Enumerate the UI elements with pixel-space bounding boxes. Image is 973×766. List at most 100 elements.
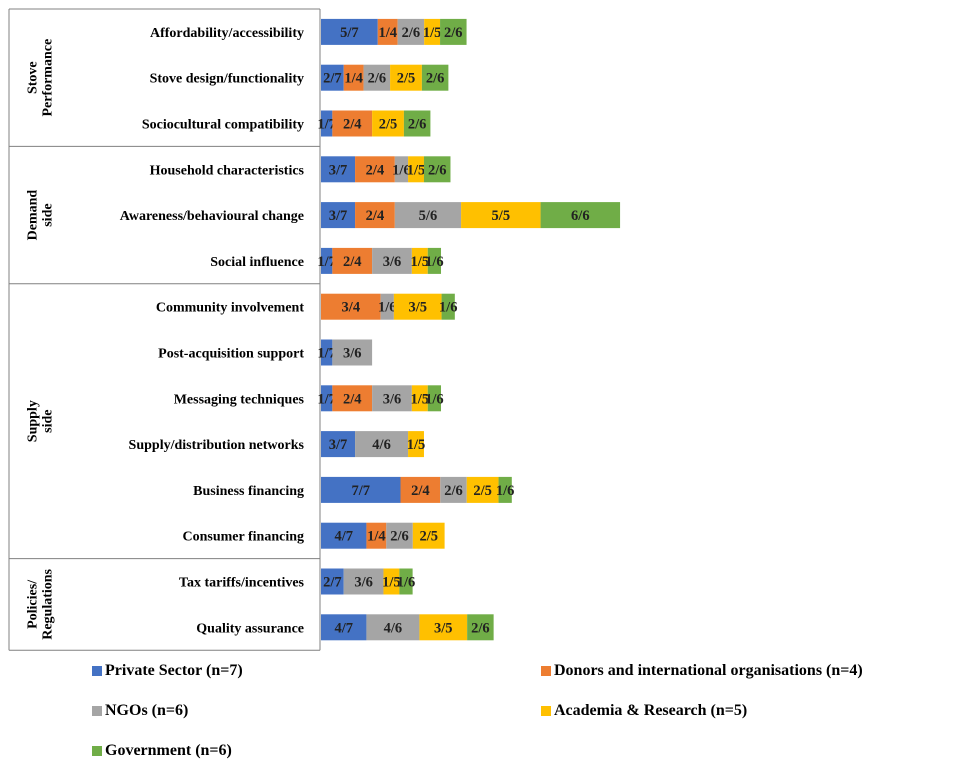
bar-sociocultural-compatibility-government-n-6 (403, 110, 431, 137)
group-label-policies-regulations: Policies/Regulations (26, 568, 56, 639)
bar-stove-design-functionality-donors-and-international-organisations-n-4 (343, 64, 364, 91)
bar-tax-tariffs-incentives-academia-research-n-5 (383, 568, 400, 595)
bar-stove-design-functionality-private-sector-n-7 (321, 64, 344, 91)
category-label-tax-tariffs-incentives: Tax tariffs/incentives (179, 576, 305, 591)
bar-value-label: 7/7 (351, 483, 370, 499)
group-label-line: Demand (26, 190, 41, 241)
chart-axes (8, 8, 321, 651)
bar-messaging-techniques-donors-and-international-organisations-n-4 (332, 385, 373, 412)
bar-awareness-behavioural-change-academia-research-n-5 (461, 202, 541, 229)
bar-business-financing-government-n-6 (498, 476, 512, 503)
bar-value-label: 1/7 (317, 254, 336, 270)
bar-affordability-accessibility-donors-and-international-organisations-n-4 (377, 18, 398, 45)
category-label-consumer-financing: Consumer financing (183, 530, 304, 545)
bar-post-acquisition-support-private-sector-n-7 (321, 339, 333, 366)
legend-label: Private Sector (n=7) (105, 662, 243, 679)
bar-community-involvement-ngos-n-6 (380, 293, 394, 320)
bar-value-label: 1/4 (344, 71, 363, 87)
bars: 5/7 1/4 2/6 1/5 2/62/7 1/4 2/6 2/5 2/61/7 2/4 2/5 2… (317, 18, 621, 641)
bar-value-label: 1/5 (407, 162, 426, 178)
bar-value-label: 2/6 (426, 71, 445, 87)
group-label-line: Supply (26, 400, 41, 442)
category-label-community-involvement: Community involvement (156, 301, 305, 316)
bar-value-label: 3/6 (354, 575, 373, 591)
bar-value-label: 2/6 (390, 529, 409, 545)
bar-value-label: 3/4 (342, 300, 361, 316)
bar-household-characteristics-donors-and-international-organisations-n-4 (355, 156, 395, 183)
bar-supply-distribution-networks-ngos-n-6 (355, 431, 409, 458)
stacked-bar-chart: StovePerformanceDemandsideSupplysidePoli… (8, 8, 621, 651)
bar-sociocultural-compatibility-private-sector-n-7 (321, 110, 333, 137)
bar-household-characteristics-academia-research-n-5 (408, 156, 424, 183)
bar-messaging-techniques-academia-research-n-5 (411, 385, 428, 412)
legend-item-private-sector-n-7: Private Sector (n=7) (92, 662, 243, 680)
bar-quality-assurance-academia-research-n-5 (419, 614, 468, 641)
bar-value-label: 1/4 (378, 25, 397, 41)
bar-value-label: 3/6 (383, 391, 402, 407)
bar-community-involvement-government-n-6 (441, 293, 455, 320)
bar-stove-design-functionality-ngos-n-6 (363, 64, 391, 91)
bar-value-label: 1/7 (317, 391, 336, 407)
group-label-stove-performance: StovePerformance (26, 39, 56, 117)
legend-swatch (541, 706, 551, 716)
bar-business-financing-donors-and-international-organisations-n-4 (400, 476, 441, 503)
group-label-line: side (41, 410, 56, 433)
bar-value-label: 1/5 (411, 254, 430, 270)
bar-value-label: 2/5 (379, 117, 398, 133)
category-label-stove-design-functionality: Stove design/functionality (150, 72, 304, 87)
bar-social-influence-academia-research-n-5 (411, 247, 428, 274)
group-label-line: Policies/ (26, 579, 41, 629)
bar-value-label: 4/6 (372, 437, 391, 453)
bar-value-label: 3/7 (329, 437, 348, 453)
bar-value-label: 2/5 (473, 483, 492, 499)
legend-item-donors-and-international-organisations-n-4: Donors and international organisations (… (541, 662, 863, 680)
legend-label: Government (n=6) (105, 742, 232, 759)
bar-household-characteristics-private-sector-n-7 (321, 156, 356, 183)
bar-awareness-behavioural-change-donors-and-international-organisations-n-4 (355, 202, 395, 229)
bar-awareness-behavioural-change-private-sector-n-7 (321, 202, 356, 229)
group-label-supply-side: Supplyside (26, 400, 56, 442)
bar-value-label: 1/6 (439, 300, 458, 316)
bar-value-label: 1/6 (397, 575, 416, 591)
bar-value-label: 2/6 (368, 71, 387, 87)
category-label-affordability-accessibility: Affordability/accessibility (150, 26, 304, 41)
bar-value-label: 2/5 (419, 529, 438, 545)
bar-social-influence-private-sector-n-7 (321, 247, 333, 274)
bar-awareness-behavioural-change-government-n-6 (540, 202, 621, 229)
bar-value-label: 3/6 (343, 346, 362, 362)
bar-affordability-accessibility-government-n-6 (440, 18, 467, 45)
bar-value-label: 1/5 (382, 575, 401, 591)
legend-item-ngos-n-6: NGOs (n=6) (92, 702, 188, 720)
bar-consumer-financing-ngos-n-6 (386, 522, 413, 549)
legend-swatch (92, 666, 102, 676)
bar-value-label: 1/4 (367, 529, 386, 545)
bar-value-label: 1/6 (392, 162, 411, 178)
bar-supply-distribution-networks-academia-research-n-5 (408, 431, 424, 458)
bar-business-financing-private-sector-n-7 (321, 476, 401, 503)
bar-post-acquisition-support-ngos-n-6 (332, 339, 373, 366)
bar-value-label: 2/6 (408, 117, 427, 133)
chart-legend: Private Sector (n=7) Donors and internati… (92, 662, 962, 764)
bar-stove-design-functionality-government-n-6 (421, 64, 449, 91)
bar-consumer-financing-academia-research-n-5 (412, 522, 445, 549)
legend-item-government-n-6: Government (n=6) (92, 742, 232, 760)
group-label-line: side (41, 203, 56, 226)
bar-tax-tariffs-incentives-ngos-n-6 (343, 568, 384, 595)
group-label-line: Regulations (41, 568, 56, 639)
bar-business-financing-ngos-n-6 (440, 476, 467, 503)
bar-tax-tariffs-incentives-private-sector-n-7 (321, 568, 344, 595)
group-label-demand-side: Demandside (26, 190, 56, 241)
bar-household-characteristics-ngos-n-6 (394, 156, 409, 183)
bar-messaging-techniques-private-sector-n-7 (321, 385, 333, 412)
bar-consumer-financing-donors-and-international-organisations-n-4 (366, 522, 387, 549)
bar-value-label: 4/7 (334, 620, 353, 636)
bar-value-label: 5/7 (340, 25, 359, 41)
bar-business-financing-academia-research-n-5 (466, 476, 499, 503)
bar-value-label: 1/7 (317, 117, 336, 133)
bar-value-label: 3/7 (329, 208, 348, 224)
bar-value-label: 2/4 (366, 162, 385, 178)
bar-value-label: 4/7 (334, 529, 353, 545)
group-label-line: Stove (26, 61, 41, 94)
legend-swatch (92, 746, 102, 756)
category-label-sociocultural-compatibility: Sociocultural compatibility (142, 118, 304, 133)
